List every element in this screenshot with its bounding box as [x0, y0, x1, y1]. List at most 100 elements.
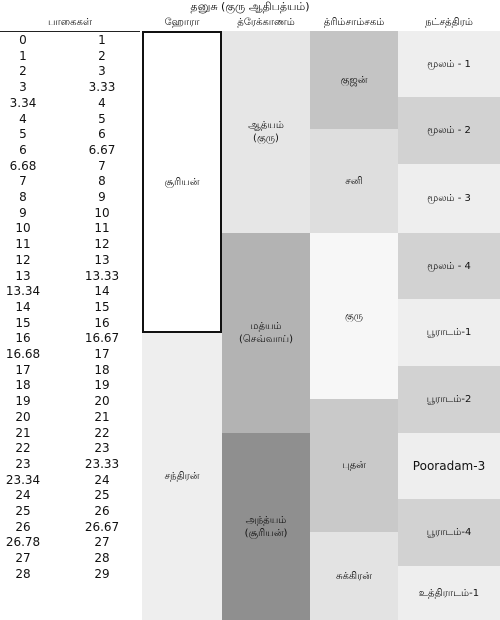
- drekkanam-line1: ஆத்யம்: [248, 120, 284, 131]
- range-start: 6.68: [9, 158, 37, 173]
- range-row: 26 26.67: [0, 520, 140, 536]
- range-row: 22 23: [0, 441, 140, 457]
- range-end: 22: [94, 425, 110, 440]
- range-row: 23 23.33: [0, 457, 140, 473]
- range-row: 11 12: [0, 237, 140, 253]
- range-start: 4: [19, 111, 27, 126]
- range-end: 11: [94, 221, 110, 236]
- range-start: 8: [19, 190, 27, 204]
- range-start: 10: [15, 221, 31, 236]
- range-start: 3.34: [9, 95, 37, 110]
- range-row: 6.68 7: [0, 159, 140, 175]
- range-end: 20: [94, 394, 110, 409]
- range-start: 21: [15, 425, 31, 440]
- range-start: 6: [19, 142, 27, 157]
- range-row: 27 28: [0, 551, 140, 567]
- drekkanam-cell-mathyam: மத்யம் (செவ்வாய்): [222, 233, 310, 433]
- range-row: 18 19: [0, 378, 140, 394]
- range-end: 6.67: [88, 142, 116, 157]
- range-start: 9: [19, 205, 27, 220]
- range-end: 23: [94, 441, 110, 456]
- drekkanam-cell-aathyam: ஆத்யம் (குரு): [222, 31, 310, 233]
- range-start: 19: [15, 394, 31, 409]
- drekkanam-line2: (சூரியன்): [244, 527, 288, 539]
- range-start: 3: [19, 80, 27, 95]
- range-end: 2: [98, 48, 106, 63]
- range-start: 18: [15, 378, 31, 393]
- header-nakshatram: நட்சத்திரம்: [398, 15, 500, 32]
- range-start: 11: [15, 237, 31, 252]
- range-end: 26.67: [84, 519, 120, 534]
- range-end: 4: [98, 95, 106, 110]
- range-end: 5: [98, 111, 106, 126]
- nakshatram-cell: Pooradam-3: [398, 433, 500, 499]
- header-drekkanam: த்ரேக்காணம்: [222, 15, 310, 32]
- range-end: 16.67: [84, 331, 120, 346]
- range-end: 16: [94, 315, 110, 330]
- trimsamsam-cell-sani: சனி: [310, 129, 398, 233]
- range-row: 26.78 27: [0, 535, 140, 551]
- header-bhaagaigal: பாகைகள்: [0, 15, 140, 32]
- nakshatram-cell: பூராடம்-2: [398, 366, 500, 433]
- trimsamsam-cell-guru: குரு: [310, 233, 398, 399]
- range-end: 8: [98, 174, 106, 189]
- range-row: 13 13.33: [0, 269, 140, 285]
- range-end: 9: [98, 190, 106, 204]
- range-start: 23: [15, 456, 31, 471]
- range-row: 16.68 17: [0, 347, 140, 363]
- range-end: 24: [94, 472, 110, 487]
- range-start: 14: [15, 299, 31, 314]
- trimsamsam-cell-budhan: புதன்: [310, 399, 398, 532]
- range-end: 1: [98, 33, 106, 47]
- range-start: 0: [19, 33, 27, 47]
- page-title: தனுசு (குரு ஆதிபத்யம்): [190, 0, 310, 13]
- range-end: 25: [94, 488, 110, 503]
- nakshatram-cell: மூலம் - 2: [398, 97, 500, 164]
- nakshatram-cell: பூராடம்-1: [398, 299, 500, 366]
- range-start: 12: [15, 252, 31, 267]
- range-start: 1: [19, 48, 27, 63]
- range-row: 23.34 24: [0, 473, 140, 489]
- range-start: 22: [15, 441, 31, 456]
- range-end: 10: [94, 205, 110, 220]
- range-start: 24: [15, 488, 31, 503]
- range-row: 21 22: [0, 426, 140, 442]
- range-end: 13: [94, 252, 110, 267]
- range-end: 17: [94, 347, 110, 361]
- range-end: 6: [98, 127, 106, 142]
- range-start: 26: [15, 519, 31, 534]
- range-row: 20 21: [0, 410, 140, 426]
- range-row: 9 10: [0, 206, 140, 222]
- range-end: 12: [94, 237, 110, 252]
- range-end: 15: [94, 299, 110, 314]
- trimsamsam-cell-kujan: குஜன்: [310, 31, 398, 129]
- range-end: 27: [94, 535, 110, 550]
- range-start: 16: [15, 331, 31, 346]
- range-start: 27: [15, 551, 31, 566]
- range-end: 13.33: [84, 268, 120, 283]
- nakshatram-cell: மூலம் - 1: [398, 31, 500, 97]
- range-start: 17: [15, 362, 31, 377]
- range-row: 10 11: [0, 221, 140, 237]
- range-start: 13: [15, 268, 31, 283]
- range-end: 21: [94, 409, 110, 424]
- range-end: 18: [94, 362, 110, 377]
- range-end: 14: [94, 284, 110, 299]
- range-start: 23.34: [5, 472, 41, 487]
- range-start: 25: [15, 504, 31, 518]
- range-row: 16 16.67: [0, 331, 140, 347]
- range-start: 2: [19, 64, 27, 79]
- range-start: 5: [19, 127, 27, 142]
- range-end: 19: [94, 378, 110, 393]
- drekkanam-line1: அந்த்யம்: [245, 514, 287, 526]
- range-end: 3.33: [88, 80, 116, 95]
- range-row: 6 6.67: [0, 143, 140, 159]
- nakshatram-cell: மூலம் - 4: [398, 233, 500, 299]
- range-row: 28 29: [0, 567, 140, 583]
